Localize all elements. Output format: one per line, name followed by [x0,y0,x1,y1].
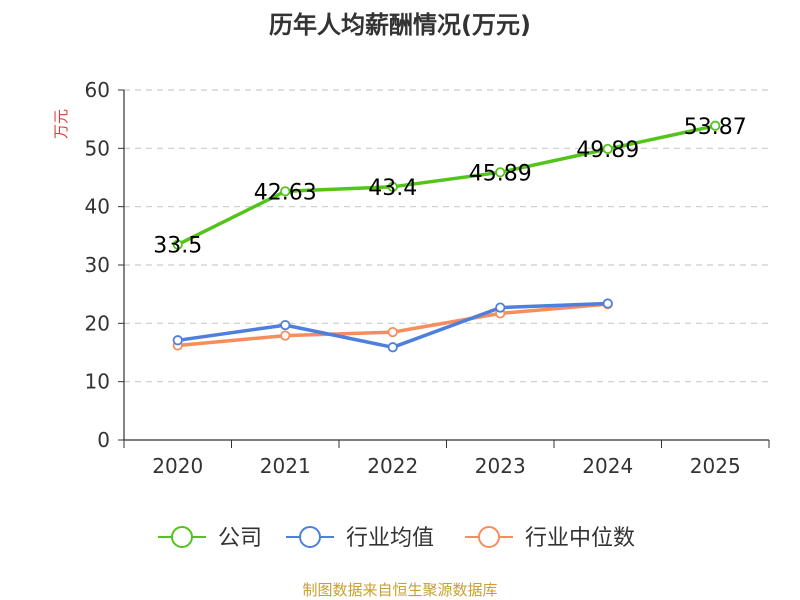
legend-marker [171,526,193,548]
legend: 公司 行业均值 行业中位数 [158,526,635,551]
data-point [172,239,183,250]
y-tick-label: 50 [85,136,110,160]
x-tick-label: 2022 [367,454,418,478]
y-tick-label: 30 [85,253,110,277]
data-label: 45.89 [469,161,532,186]
source-note: 制图数据来自恒生聚源数据库 [302,581,497,599]
data-point [602,143,613,155]
legend-item[interactable]: 公司 [158,526,262,551]
x-tick-label: 2021 [260,454,311,478]
data-label: 33.5 [153,234,202,259]
chart-title: 历年人均薪酬情况(万元) [269,11,531,39]
data-label: 49.89 [576,138,639,163]
x-tick-label: 2025 [690,454,741,478]
data-point [495,302,506,313]
legend-marker [478,526,500,548]
data-point [280,186,291,197]
y-tick-label: 0 [97,428,110,452]
legend-label: 行业均值 [346,526,434,551]
data-point [280,330,291,341]
legend-item[interactable]: 行业均值 [286,526,434,551]
data-label: 53.87 [684,115,747,140]
y-tick-label: 10 [85,370,110,394]
y-tick-label: 60 [85,78,110,102]
legend-label: 行业中位数 [525,526,635,551]
x-tick-labels: 2020 2021 2022 2023 2024 2025 [152,454,740,478]
y-tick-label: 40 [85,195,110,219]
data-labels: 33.5 42.63 43.4 45.89 49.89 53.87 [153,115,746,259]
data-point [602,298,613,309]
x-tick-label: 2020 [152,454,203,478]
data-point [387,181,398,192]
y-axis-label: 万元 [52,109,70,139]
legend-item[interactable]: 行业中位数 [465,526,635,551]
legend-marker [299,526,321,548]
data-label: 43.4 [368,176,417,201]
data-point [495,167,506,178]
series-line-0 [176,124,718,247]
series-lines [172,120,721,353]
data-point [280,319,291,331]
y-tick-labels: 0 10 20 30 40 50 60 [85,78,110,452]
data-label: 42.63 [254,180,317,205]
series-line-2 [176,302,610,348]
data-point [387,342,398,353]
x-tick-label: 2024 [582,454,633,478]
legend-label: 公司 [218,526,262,551]
x-tick-label: 2023 [475,454,526,478]
data-point [387,326,398,338]
data-point [710,120,721,131]
data-point [172,335,183,346]
axes [118,89,770,448]
y-tick-label: 20 [85,311,110,335]
